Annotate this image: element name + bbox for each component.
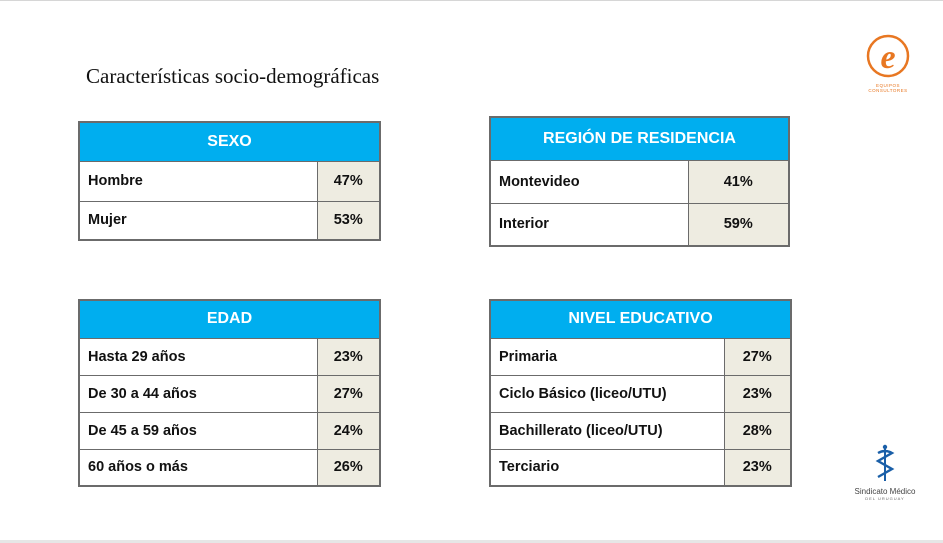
row-label: Montevideo: [489, 159, 689, 204]
row-value: 47%: [316, 160, 381, 202]
table-row: Ciclo Básico (liceo/UTU) 23%: [489, 374, 792, 413]
row-label: Hombre: [78, 160, 318, 202]
equipos-logo: e EQUIPOS CONSULTORES: [863, 34, 913, 93]
row-label: Primaria: [489, 337, 725, 376]
sindicato-medico-logo-icon: [875, 444, 895, 481]
row-value: 59%: [687, 202, 790, 247]
table-row: Interior 59%: [489, 202, 790, 247]
row-value: 27%: [316, 374, 381, 413]
slide-title: Características socio-demográficas: [86, 64, 380, 88]
sindicato-medico-logo-text: Sindicato Médico: [854, 487, 916, 496]
table-row: Bachillerato (liceo/UTU) 28%: [489, 411, 792, 450]
row-label: Bachillerato (liceo/UTU): [489, 411, 725, 450]
table-nivel-educativo: NIVEL EDUCATIVO Primaria 27% Ciclo Básic…: [489, 299, 792, 487]
table-region: REGIÓN DE RESIDENCIA Montevideo 41% Inte…: [489, 116, 791, 247]
sindicato-medico-logo: Sindicato Médico DEL URUGUAY: [848, 444, 922, 508]
row-value: 26%: [316, 448, 381, 487]
table-row: Hombre 47%: [78, 160, 381, 202]
row-label: Hasta 29 años: [78, 337, 318, 376]
row-value: 24%: [316, 411, 381, 450]
bottom-divider: [0, 540, 943, 543]
equipos-logo-subtext: CONSULTORES: [868, 88, 908, 93]
row-value: 23%: [723, 374, 792, 413]
row-label: De 45 a 59 años: [78, 411, 318, 450]
row-label: Mujer: [78, 200, 318, 241]
row-value: 28%: [723, 411, 792, 450]
svg-text:e: e: [880, 39, 895, 76]
row-label: Ciclo Básico (liceo/UTU): [489, 374, 725, 413]
row-label: Interior: [489, 202, 689, 247]
table-sexo: SEXO Hombre 47% Mujer 53%: [78, 121, 381, 241]
row-label: De 30 a 44 años: [78, 374, 318, 413]
row-label: 60 años o más: [78, 448, 318, 487]
table-row: De 30 a 44 años 27%: [78, 374, 381, 413]
row-value: 23%: [316, 337, 381, 376]
table-header: REGIÓN DE RESIDENCIA: [489, 116, 790, 161]
top-divider: [0, 0, 943, 1]
table-row: Terciario 23%: [489, 448, 792, 487]
table-header: EDAD: [78, 299, 381, 339]
row-value: 23%: [723, 448, 792, 487]
row-value: 53%: [316, 200, 381, 241]
sindicato-medico-logo-subtext: DEL URUGUAY: [865, 496, 905, 501]
equipos-logo-text: EQUIPOS: [875, 83, 900, 88]
table-header: NIVEL EDUCATIVO: [489, 299, 792, 339]
equipos-e-logo-icon: e: [866, 34, 910, 78]
table-header: SEXO: [78, 121, 381, 162]
table-row: De 45 a 59 años 24%: [78, 411, 381, 450]
row-label: Terciario: [489, 448, 725, 487]
table-row: 60 años o más 26%: [78, 448, 381, 487]
table-row: Hasta 29 años 23%: [78, 337, 381, 376]
table-row: Primaria 27%: [489, 337, 792, 376]
table-row: Mujer 53%: [78, 200, 381, 241]
table-edad: EDAD Hasta 29 años 23% De 30 a 44 años 2…: [78, 299, 381, 487]
table-row: Montevideo 41%: [489, 159, 790, 204]
row-value: 27%: [723, 337, 792, 376]
row-value: 41%: [687, 159, 790, 204]
